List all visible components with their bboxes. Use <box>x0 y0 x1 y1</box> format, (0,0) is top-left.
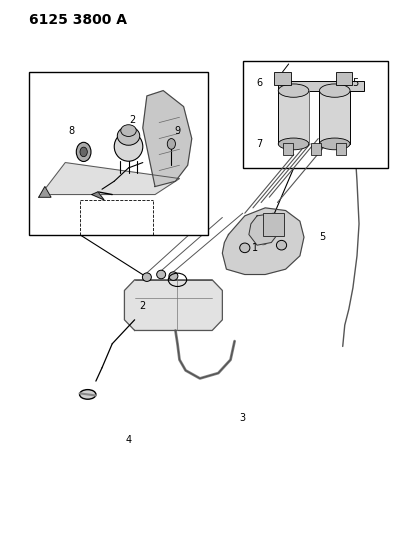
Text: 5: 5 <box>319 232 326 242</box>
Text: 1: 1 <box>252 243 258 253</box>
Ellipse shape <box>239 243 250 253</box>
Ellipse shape <box>278 84 309 98</box>
Ellipse shape <box>121 125 136 136</box>
Text: 8: 8 <box>68 126 75 135</box>
Ellipse shape <box>276 240 286 250</box>
Text: 7: 7 <box>256 139 262 149</box>
Bar <box>282 143 293 155</box>
Circle shape <box>80 147 87 157</box>
Bar <box>243 61 388 168</box>
Polygon shape <box>39 187 51 197</box>
Polygon shape <box>222 208 304 274</box>
Bar <box>311 143 321 155</box>
Ellipse shape <box>114 132 143 161</box>
Text: 4: 4 <box>125 435 132 445</box>
Ellipse shape <box>80 390 96 399</box>
Bar <box>319 91 350 144</box>
Text: 5: 5 <box>352 78 358 87</box>
Circle shape <box>76 142 91 161</box>
Polygon shape <box>41 163 180 195</box>
Bar <box>29 72 208 235</box>
Text: 6: 6 <box>256 78 262 87</box>
Text: 2: 2 <box>140 302 146 311</box>
Ellipse shape <box>118 127 140 146</box>
Ellipse shape <box>319 138 350 150</box>
Polygon shape <box>124 280 222 330</box>
Ellipse shape <box>142 273 151 281</box>
Text: 2: 2 <box>129 115 136 125</box>
Polygon shape <box>249 213 282 245</box>
Ellipse shape <box>169 272 178 280</box>
Text: 3: 3 <box>239 414 246 423</box>
Text: 6125 3800 A: 6125 3800 A <box>29 13 126 27</box>
Polygon shape <box>92 192 104 200</box>
Ellipse shape <box>258 235 268 245</box>
Bar <box>335 72 352 85</box>
Circle shape <box>167 139 175 149</box>
Bar <box>263 213 284 236</box>
Bar <box>278 91 309 144</box>
Ellipse shape <box>157 270 166 279</box>
Bar <box>335 143 346 155</box>
Bar <box>278 81 364 91</box>
Bar <box>274 72 290 85</box>
Ellipse shape <box>319 84 350 98</box>
Text: 9: 9 <box>174 126 181 135</box>
Polygon shape <box>143 91 192 187</box>
Ellipse shape <box>278 138 309 150</box>
